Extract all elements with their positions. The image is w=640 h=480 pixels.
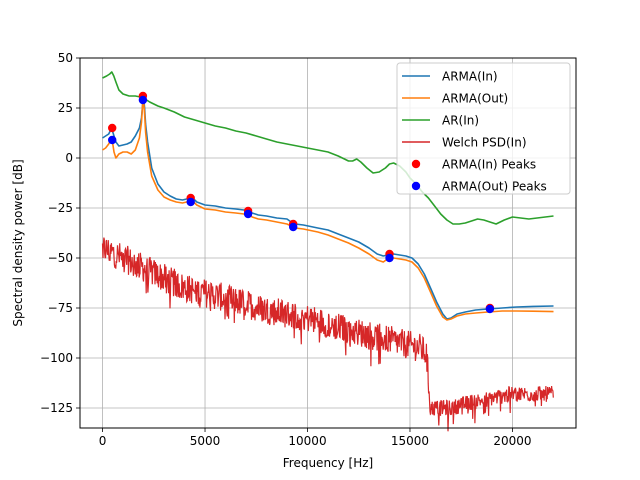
peak-markers xyxy=(108,91,495,314)
x-tick-label: 20000 xyxy=(493,434,531,448)
axis-ticks: 0 5000 10000 15000 20000 50 25 0 −25 −50 −75 −100 −1… xyxy=(40,51,532,448)
legend-label: ARMA(In) xyxy=(442,70,498,84)
legend-label: ARMA(Out) Peaks xyxy=(442,180,547,194)
arma-out-peak-marker xyxy=(108,135,117,145)
welch-psd-in-line xyxy=(101,237,554,432)
legend-marker xyxy=(411,159,421,169)
arma-out-peak-marker xyxy=(138,95,148,105)
legend-label: Welch PSD(In) xyxy=(442,136,527,150)
arma-out-peak-marker xyxy=(289,222,298,232)
y-tick-label: −50 xyxy=(48,251,73,265)
arma-out-peak-marker xyxy=(243,209,253,219)
arma-out-peak-marker xyxy=(485,304,495,314)
x-axis-label: Frequency [Hz] xyxy=(283,456,374,470)
y-tick-label: 25 xyxy=(58,101,73,115)
legend-label: ARMA(In) Peaks xyxy=(442,158,536,172)
y-tick-label: −100 xyxy=(40,351,73,365)
y-tick-label: −75 xyxy=(48,301,73,315)
legend: ARMA(In) ARMA(Out) AR(In) Welch PSD(In) ARMA… xyxy=(396,62,571,195)
arma-in-peak-marker xyxy=(108,123,117,133)
plot-frame xyxy=(79,57,577,429)
legend-label: ARMA(Out) xyxy=(442,92,508,106)
y-tick-label: −125 xyxy=(40,401,73,415)
x-tick-label: 5000 xyxy=(190,434,221,448)
legend-label: AR(In) xyxy=(442,114,479,128)
y-tick-label: −25 xyxy=(48,201,73,215)
legend-box xyxy=(396,62,571,195)
x-tick-label: 15000 xyxy=(391,434,429,448)
arma-out-peak-marker xyxy=(385,253,394,263)
y-axis-label: Spectral density power [dB] xyxy=(11,159,25,326)
x-tick-label: 0 xyxy=(99,434,107,448)
x-tick-label: 10000 xyxy=(288,434,326,448)
arma-out-peak-marker xyxy=(186,197,195,207)
legend-marker xyxy=(411,181,421,191)
y-tick-label: 50 xyxy=(58,51,73,65)
y-tick-label: 0 xyxy=(65,151,73,165)
